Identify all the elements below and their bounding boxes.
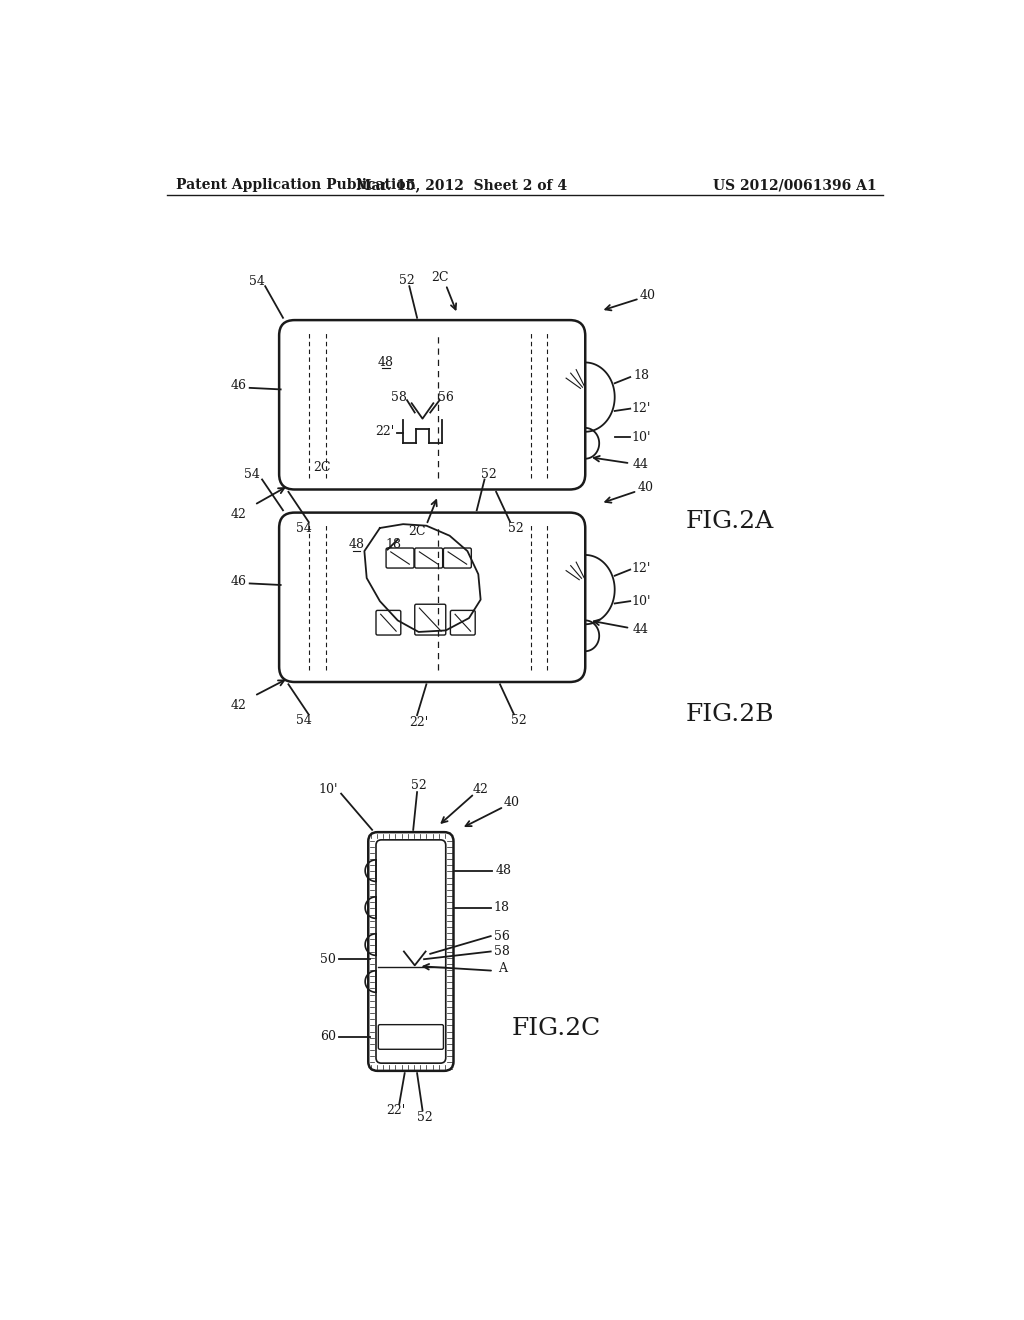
Text: A: A (499, 962, 508, 975)
Text: FIG.2B: FIG.2B (686, 702, 774, 726)
Text: 42: 42 (230, 508, 247, 520)
Text: 44: 44 (633, 623, 649, 636)
Text: 42: 42 (473, 783, 488, 796)
Text: 44: 44 (633, 458, 649, 471)
Text: 18: 18 (386, 539, 401, 552)
Text: 10': 10' (318, 783, 338, 796)
Text: 40: 40 (638, 482, 653, 495)
Text: 54: 54 (250, 275, 265, 288)
Text: 56: 56 (438, 391, 454, 404)
Text: 22': 22' (386, 1105, 406, 1118)
Text: 18: 18 (633, 370, 649, 381)
Text: 46: 46 (230, 379, 247, 392)
Text: 52: 52 (417, 1110, 433, 1123)
Text: 2C: 2C (409, 525, 426, 539)
Text: FIG.2A: FIG.2A (686, 511, 774, 533)
Text: 40: 40 (639, 289, 655, 302)
Text: 50: 50 (321, 953, 336, 966)
Text: 22': 22' (409, 715, 428, 729)
Text: 46: 46 (230, 576, 247, 589)
Text: 54: 54 (296, 521, 312, 535)
Text: 58: 58 (391, 391, 408, 404)
Text: 48: 48 (496, 865, 512, 878)
Text: 54: 54 (296, 714, 312, 727)
Text: 60: 60 (319, 1031, 336, 1044)
Text: 56: 56 (494, 929, 510, 942)
Text: 52: 52 (480, 467, 497, 480)
Text: 42: 42 (230, 698, 247, 711)
Text: 2C: 2C (313, 462, 331, 474)
Text: 40: 40 (504, 796, 519, 809)
Text: 52: 52 (508, 521, 523, 535)
Text: 12': 12' (632, 561, 650, 574)
Text: 2C: 2C (431, 271, 450, 284)
Text: 18: 18 (494, 902, 510, 915)
Text: US 2012/0061396 A1: US 2012/0061396 A1 (713, 178, 877, 193)
Text: 22': 22' (376, 425, 395, 438)
Text: Mar. 15, 2012  Sheet 2 of 4: Mar. 15, 2012 Sheet 2 of 4 (355, 178, 567, 193)
Text: 10': 10' (632, 594, 651, 607)
Text: 48: 48 (378, 356, 394, 370)
Text: 10': 10' (632, 430, 651, 444)
Text: FIG.2C: FIG.2C (512, 1016, 601, 1040)
Text: 52: 52 (399, 273, 415, 286)
Text: 12': 12' (632, 403, 650, 416)
Text: 58: 58 (494, 945, 510, 958)
Text: 48: 48 (348, 539, 365, 552)
Text: 52: 52 (512, 714, 527, 727)
Text: Patent Application Publication: Patent Application Publication (176, 178, 416, 193)
Text: 52: 52 (411, 779, 427, 792)
Text: 54: 54 (244, 467, 260, 480)
